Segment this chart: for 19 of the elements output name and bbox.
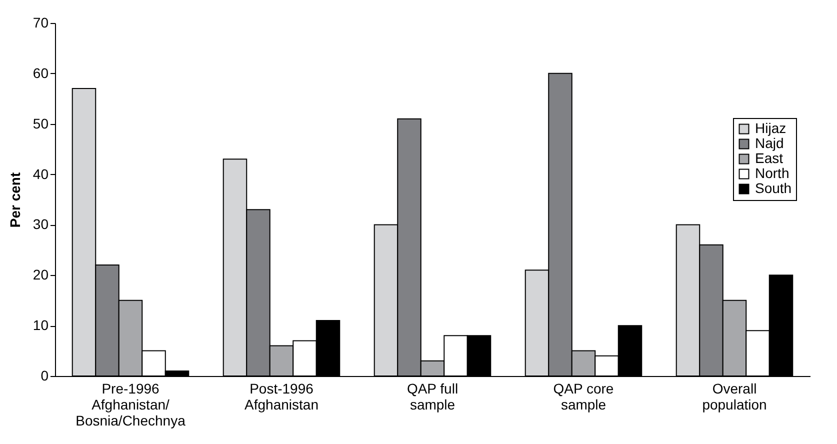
y-tick-label: 50 <box>32 115 49 132</box>
y-axis-title: Per cent <box>6 172 23 228</box>
legend-label: North <box>755 165 790 181</box>
x-tick-label: Overall population <box>702 380 767 412</box>
x-tick-label: Post-1996 Afghanistan <box>244 380 318 412</box>
y-tick-label: 60 <box>32 64 49 81</box>
legend-label: East <box>755 150 784 166</box>
x-tick-label: QAP full sample <box>406 380 458 412</box>
y-tick-label: 30 <box>32 216 49 232</box>
y-tick-label: 10 <box>32 317 49 334</box>
legend-label: South <box>755 180 792 196</box>
y-tick-label: 70 <box>32 14 49 30</box>
y-tick-label: 0 <box>40 368 49 384</box>
legend-label: Najd <box>755 135 784 151</box>
y-tick-label: 20 <box>32 266 49 283</box>
x-tick-label: QAP core sample <box>553 380 614 412</box>
x-tick-label: Pre-1996 Afghanistan/ Bosnia/Chechnya <box>76 380 186 428</box>
y-tick-label: 40 <box>32 166 49 182</box>
legend-label: Hijaz <box>755 120 786 136</box>
